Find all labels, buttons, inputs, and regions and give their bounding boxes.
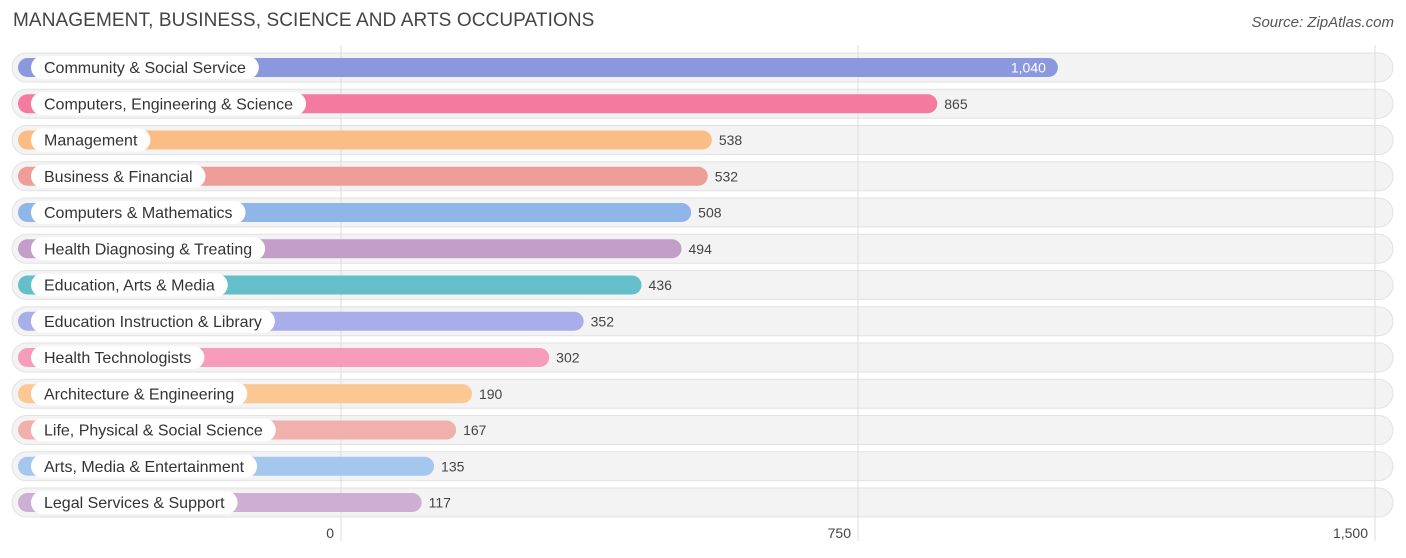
category-pill bbox=[31, 382, 248, 406]
bar bbox=[18, 130, 712, 150]
category-label: Architecture & Engineering bbox=[44, 386, 234, 403]
category-pill bbox=[31, 56, 259, 79]
tick-label: 0 bbox=[326, 525, 334, 541]
category-label: Legal Services & Support bbox=[44, 495, 225, 512]
chart-title: MANAGEMENT, BUSINESS, SCIENCE AND ARTS O… bbox=[13, 10, 595, 31]
category-pill bbox=[31, 128, 151, 152]
category-pill bbox=[31, 273, 228, 297]
category-label: Computers, Engineering & Science bbox=[44, 96, 293, 113]
value-label: 167 bbox=[463, 422, 487, 438]
x-axis-ticks: 0 750 1,500 bbox=[326, 525, 1368, 541]
category-label: Business & Financial bbox=[44, 169, 193, 186]
tick-label: 750 bbox=[828, 525, 852, 541]
category-label: Health Technologists bbox=[44, 350, 191, 367]
value-label: 436 bbox=[649, 277, 673, 293]
value-label: 532 bbox=[715, 168, 739, 184]
value-label: 190 bbox=[479, 386, 503, 402]
value-label: 494 bbox=[689, 241, 713, 257]
category-label: Arts, Media & Entertainment bbox=[44, 459, 245, 476]
value-label: 135 bbox=[441, 458, 465, 474]
value-label: 1,040 bbox=[1011, 60, 1046, 76]
tick-label: 1,500 bbox=[1333, 525, 1368, 541]
category-pill bbox=[31, 454, 258, 478]
category-pill bbox=[31, 418, 276, 442]
category-label: Community & Social Service bbox=[44, 60, 246, 77]
category-pill bbox=[31, 92, 307, 116]
value-label: 865 bbox=[944, 96, 968, 112]
category-label: Life, Physical & Social Science bbox=[44, 423, 263, 440]
bar bbox=[18, 58, 1058, 77]
category-label: Health Diagnosing & Treating bbox=[44, 241, 252, 258]
category-pill bbox=[31, 237, 266, 261]
category-pill bbox=[31, 164, 206, 188]
category-pill bbox=[31, 309, 275, 333]
category-label: Management bbox=[44, 133, 138, 150]
value-label: 302 bbox=[556, 350, 580, 366]
value-label: 117 bbox=[429, 495, 452, 511]
category-label: Education, Arts & Media bbox=[44, 278, 215, 295]
source-note: Source: ZipAtlas.com bbox=[1251, 14, 1394, 31]
rows-layer: Community & Social Service 1,040 Computers… bbox=[11, 45, 1394, 541]
category-pill bbox=[31, 491, 238, 514]
category-pill bbox=[31, 201, 246, 224]
value-label: 352 bbox=[591, 313, 615, 329]
category-label: Computers & Mathematics bbox=[44, 205, 233, 222]
category-pill bbox=[31, 346, 205, 369]
category-label: Education Instruction & Library bbox=[44, 314, 262, 331]
value-label: 538 bbox=[719, 132, 743, 148]
value-label: 508 bbox=[698, 205, 722, 221]
